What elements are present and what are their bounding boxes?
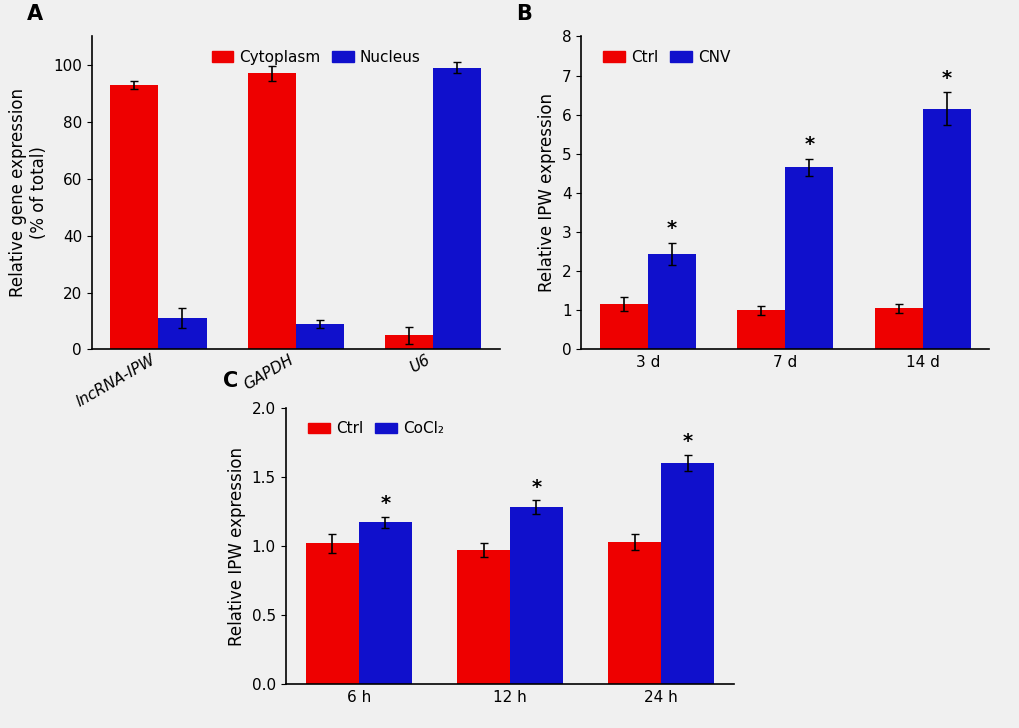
- Bar: [433, 68, 481, 349]
- Y-axis label: Relative IPW expression: Relative IPW expression: [538, 93, 555, 293]
- Legend: Cytoplasm, Nucleus: Cytoplasm, Nucleus: [205, 44, 427, 71]
- Bar: [510, 507, 562, 684]
- Bar: [306, 543, 359, 684]
- Bar: [359, 523, 412, 684]
- Bar: [296, 324, 343, 349]
- Bar: [457, 550, 510, 684]
- Bar: [922, 108, 970, 349]
- Text: C: C: [222, 371, 237, 391]
- Bar: [660, 463, 713, 684]
- Text: *: *: [682, 432, 692, 451]
- Bar: [599, 304, 647, 349]
- Text: *: *: [941, 68, 951, 87]
- Bar: [110, 84, 158, 349]
- Text: B: B: [516, 4, 532, 24]
- Text: A: A: [26, 4, 43, 24]
- Bar: [607, 542, 660, 684]
- Text: *: *: [804, 135, 814, 154]
- Y-axis label: Relative IPW expression: Relative IPW expression: [228, 446, 246, 646]
- Bar: [385, 335, 433, 349]
- Legend: Ctrl, CoCl₂: Ctrl, CoCl₂: [302, 415, 449, 443]
- Text: *: *: [380, 494, 390, 513]
- Bar: [647, 253, 695, 349]
- Bar: [785, 167, 833, 349]
- Text: *: *: [531, 478, 541, 497]
- Text: *: *: [666, 219, 677, 238]
- Bar: [737, 310, 785, 349]
- Bar: [874, 309, 922, 349]
- Legend: Ctrl, CNV: Ctrl, CNV: [596, 44, 736, 71]
- Bar: [158, 318, 206, 349]
- Y-axis label: Relative gene expression
(% of total): Relative gene expression (% of total): [9, 88, 48, 298]
- Bar: [248, 74, 296, 349]
